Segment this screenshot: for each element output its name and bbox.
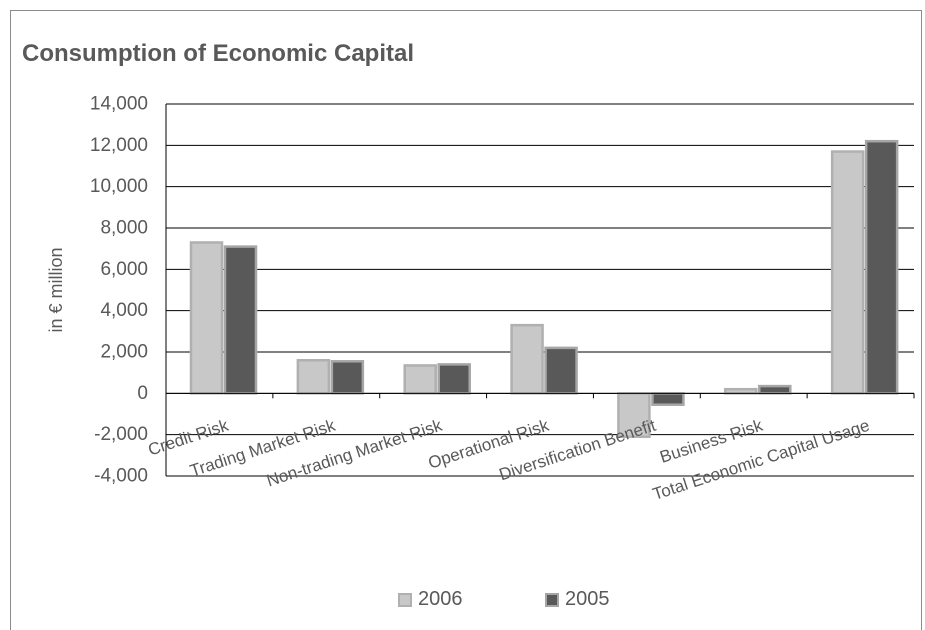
y-tick-label: 10,000: [90, 176, 148, 197]
legend-swatch-2005: [545, 592, 559, 607]
chart-title: Consumption of Economic Capital: [22, 40, 415, 67]
legend-label-2005: 2005: [565, 588, 610, 610]
bar-2005-operational-risk: [544, 346, 578, 395]
y-tick-label: 8,000: [100, 218, 148, 239]
y-tick-label: 12,000: [90, 135, 148, 156]
bar-2005-total-economic-capital-usage: [864, 139, 899, 395]
bar-2005-diversification-benefit: [651, 392, 685, 406]
y-tick-label: 6,000: [100, 259, 148, 280]
y-tick-label: 4,000: [100, 300, 148, 321]
x-tick-label: Non-trading Market Risk: [264, 416, 445, 491]
y-tick-label: -4,000: [94, 466, 148, 487]
y-tick-label: -2,000: [94, 424, 148, 445]
bar-2006-trading-market-risk: [296, 359, 331, 395]
legend-label-2006: 2006: [418, 588, 463, 610]
bar-2005-business-risk: [758, 384, 792, 395]
legend-item-2005: 2005: [545, 588, 610, 611]
y-axis-label: in € million: [46, 247, 66, 332]
bar-2006-credit-risk: [189, 241, 224, 395]
bar-2005-non-trading-market-risk: [437, 363, 471, 395]
legend-swatch-2006: [398, 592, 412, 607]
chart-frame: [10, 10, 922, 630]
y-tick-label: 14,000: [90, 94, 148, 115]
y-tick-label: 0: [137, 383, 148, 404]
bar-2005-credit-risk: [223, 245, 258, 395]
bar-2006-diversification-benefit: [617, 392, 651, 438]
bar-2006-operational-risk: [510, 323, 544, 395]
bar-2005-trading-market-risk: [330, 360, 365, 395]
bar-2006-business-risk: [724, 387, 758, 395]
bar-2006-non-trading-market-risk: [403, 364, 437, 395]
legend-item-2006: 2006: [398, 588, 463, 611]
y-tick-label: 2,000: [100, 342, 148, 363]
bar-2006-total-economic-capital-usage: [830, 150, 865, 395]
